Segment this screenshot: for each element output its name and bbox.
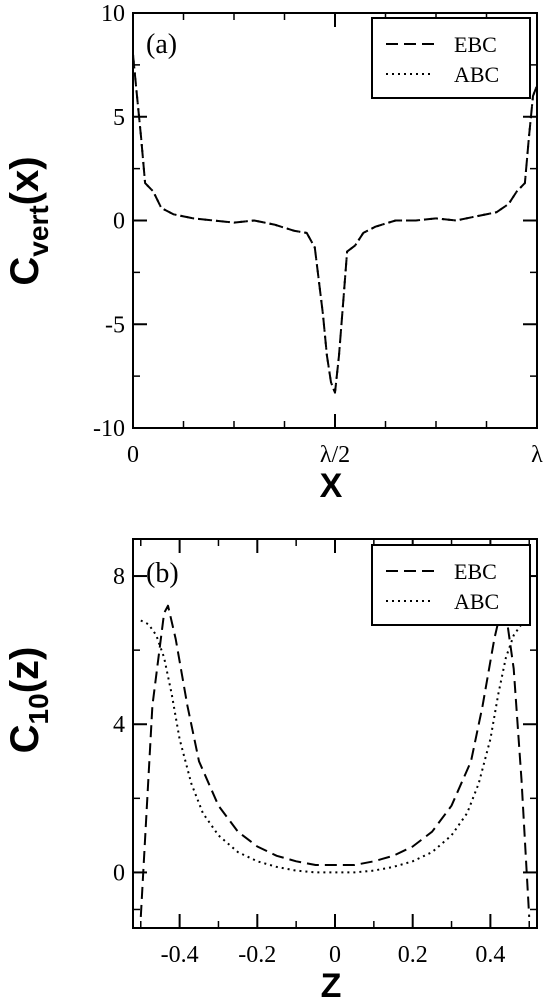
- y-tick-label: 0: [113, 860, 125, 886]
- legend-label-ebc: EBC: [454, 559, 497, 584]
- y-axis-label-argument: (x): [3, 156, 47, 205]
- y-tick-label: -10: [93, 416, 125, 442]
- x-tick-label: -0.2: [238, 942, 276, 968]
- panel-label: (b): [146, 558, 179, 589]
- series-group: [133, 54, 537, 394]
- legend: EBC ABC: [371, 17, 531, 99]
- legend-label-abc: ABC: [454, 589, 499, 614]
- series-line-abc: [140, 619, 530, 874]
- x-tick-label: λ: [531, 442, 543, 468]
- x-axis-label: Z: [321, 967, 342, 1001]
- y-tick-label: 0: [113, 209, 125, 235]
- x-axis-label: X: [320, 467, 343, 505]
- legend: EBC ABC: [371, 544, 531, 626]
- x-tick-label: 0.2: [398, 942, 428, 968]
- series-line-ebc: [133, 54, 537, 394]
- legend-box: [371, 17, 531, 99]
- y-axis-label-subscript: vert: [23, 205, 54, 256]
- panel-label: (a): [146, 29, 177, 60]
- y-tick-label: 8: [113, 564, 125, 590]
- x-tick-label: λ/2: [320, 442, 350, 468]
- y-tick-label: 4: [113, 712, 125, 738]
- y-tick-label: 10: [101, 1, 125, 27]
- y-axis-label-subscript: 10: [23, 693, 54, 724]
- y-axis-label: Cvert(x): [3, 156, 54, 285]
- y-axis-label-main: C: [3, 724, 47, 753]
- panel-b-chart: 0 4 8 -0.4 -0.2 0 0.2 0.4 Z C10(z) (b) EBC ABC: [3, 538, 538, 1001]
- legend-label-abc: ABC: [454, 62, 499, 87]
- y-axis-label: C10(z): [3, 647, 54, 754]
- legend-box: [371, 544, 531, 626]
- x-tick-label: -0.4: [161, 942, 199, 968]
- panel-a-chart: -10 -5 0 5 10 0 λ/2 λ X Cvert(x) (a) EBC ABC: [3, 1, 543, 505]
- series-group: [139, 604, 531, 917]
- series-line-ebc: [139, 604, 531, 917]
- x-tick-label: 0: [329, 942, 341, 968]
- series-line-abc: [133, 54, 537, 394]
- y-axis-label-argument: (z): [3, 647, 47, 694]
- y-tick-label: -5: [105, 312, 125, 338]
- legend-label-ebc: EBC: [454, 32, 497, 57]
- y-tick-label: 5: [113, 105, 125, 131]
- y-axis-label-main: C: [3, 257, 47, 286]
- x-tick-label: 0.4: [475, 942, 505, 968]
- x-tick-label: 0: [127, 442, 139, 468]
